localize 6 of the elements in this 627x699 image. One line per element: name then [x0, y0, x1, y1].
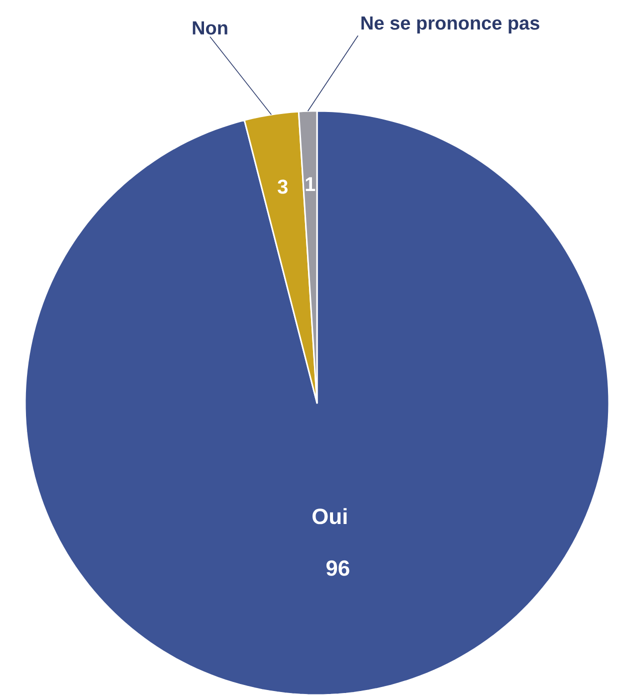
slice-label: Non [192, 21, 228, 35]
slice-label: Ne se prononce pas [361, 16, 540, 34]
data-label: 1 [306, 177, 316, 191]
data-label: 96 [326, 560, 350, 576]
slice-label: Oui [312, 508, 347, 524]
data-label: 3 [278, 180, 288, 194]
